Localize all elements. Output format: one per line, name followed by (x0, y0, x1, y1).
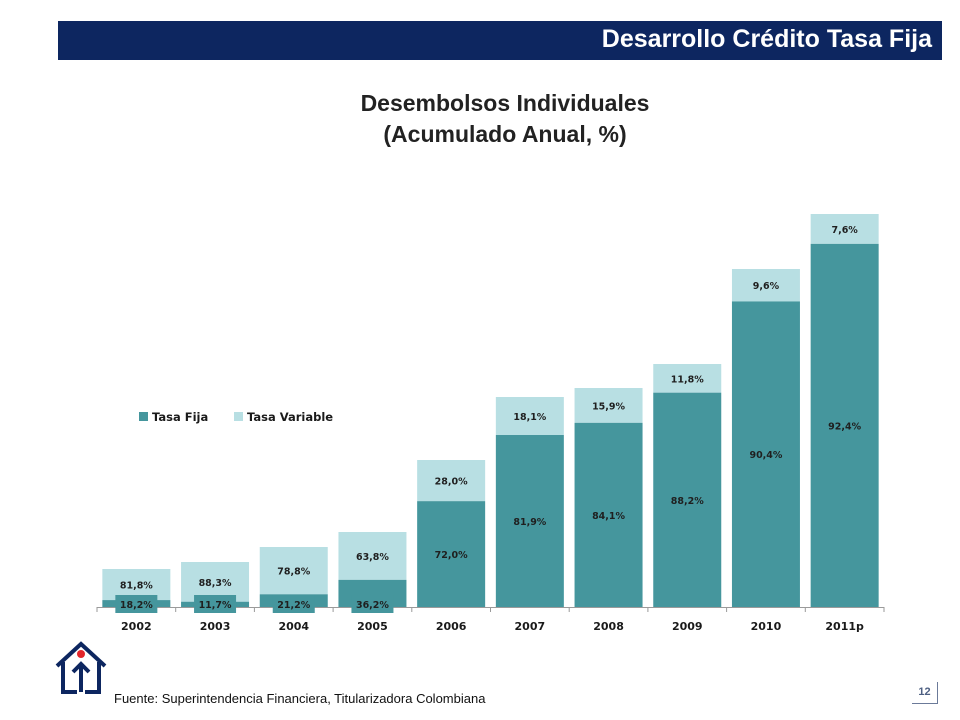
label-tasa-fija-2003: 11,7% (199, 600, 232, 611)
bar-tasa-fija-2010 (731, 301, 800, 607)
bar-tasa-fija-2006 (417, 501, 486, 607)
label-tasa-variable-2011p: 7,6% (831, 225, 858, 236)
x-tick-label-2008: 2008 (593, 620, 624, 633)
header-bar: Desarrollo Crédito Tasa Fija (58, 21, 942, 60)
label-tasa-fija-2011p: 92,4% (828, 421, 861, 432)
label-tasa-variable-2007: 18,1% (513, 412, 546, 423)
label-tasa-variable-2004: 78,8% (277, 567, 310, 578)
x-tick-label-2011p: 2011p (825, 620, 864, 633)
x-tick-label-2009: 2009 (672, 620, 703, 633)
bar-tasa-variable-2002 (102, 569, 171, 601)
label-tasa-variable-2010: 9,6% (753, 281, 780, 292)
source-note: Fuente: Superintendencia Financiera, Tit… (114, 691, 486, 706)
label-box-tasa-fija-2002 (115, 595, 158, 613)
label-tasa-fija-2009: 88,2% (671, 496, 704, 507)
label-tasa-variable-2008: 15,9% (592, 401, 625, 412)
chart-subtitle: (Acumulado Anual, %) (383, 121, 627, 147)
bar-tasa-variable-2010 (731, 269, 800, 302)
house-arrow-logo-icon (55, 641, 107, 694)
legend-label-tasa-variable: Tasa Variable (247, 410, 333, 424)
label-tasa-variable-2005: 63,8% (356, 552, 389, 563)
bar-tasa-variable-2006 (417, 460, 486, 502)
bar-tasa-fija-2011p (810, 243, 879, 608)
label-tasa-fija-2006: 72,0% (435, 550, 468, 561)
bar-tasa-fija-2007 (495, 435, 564, 607)
legend: Tasa Fija Tasa Variable (139, 410, 333, 424)
label-tasa-variable-2006: 28,0% (435, 477, 468, 488)
x-tick-label-2007: 2007 (515, 620, 546, 633)
label-tasa-variable-2009: 11,8% (671, 374, 704, 385)
label-tasa-variable-2002: 81,8% (120, 581, 153, 592)
label-box-tasa-fija-2005 (351, 595, 394, 613)
label-box-tasa-fija-2004 (272, 595, 315, 613)
label-tasa-fija-2005: 36,2% (356, 600, 389, 611)
x-tick-label-2002: 2002 (121, 620, 152, 633)
label-tasa-fija-2010: 90,4% (749, 450, 782, 461)
bar-tasa-variable-2004 (259, 547, 328, 595)
label-box-tasa-fija-2003 (194, 595, 237, 613)
bar-tasa-variable-2009 (653, 364, 722, 393)
label-tasa-fija-2002: 18,2% (120, 600, 153, 611)
bar-tasa-variable-2005 (338, 532, 407, 580)
page-title: Desarrollo Crédito Tasa Fija (601, 25, 932, 53)
bar-tasa-variable-2008 (574, 388, 643, 423)
bar-tasa-fija-2008 (574, 422, 643, 607)
bar-tasa-variable-2007 (495, 397, 564, 436)
legend-swatch-tasa-variable (234, 412, 243, 421)
label-tasa-variable-2003: 88,3% (199, 578, 232, 589)
legend-swatch-tasa-fija (139, 412, 148, 421)
legend-label-tasa-fija: Tasa Fija (152, 410, 208, 424)
label-tasa-fija-2008: 84,1% (592, 511, 625, 522)
x-tick-label-2003: 2003 (200, 620, 231, 633)
chart-title-main: Desembolsos Individuales (360, 90, 650, 116)
x-tick-label-2004: 2004 (278, 620, 309, 633)
page-number: 12 (912, 682, 938, 704)
x-tick-label-2006: 2006 (436, 620, 467, 633)
label-tasa-fija-2007: 81,9% (513, 517, 546, 528)
label-tasa-fija-2004: 21,2% (277, 600, 310, 611)
chart-title: Desembolsos Individuales (Acumulado Anua… (0, 88, 960, 150)
x-tick-label-2010: 2010 (751, 620, 782, 633)
bar-tasa-fija-2009 (653, 392, 722, 607)
x-tick-label-2005: 2005 (357, 620, 388, 633)
bar-tasa-variable-2011p (810, 214, 879, 244)
